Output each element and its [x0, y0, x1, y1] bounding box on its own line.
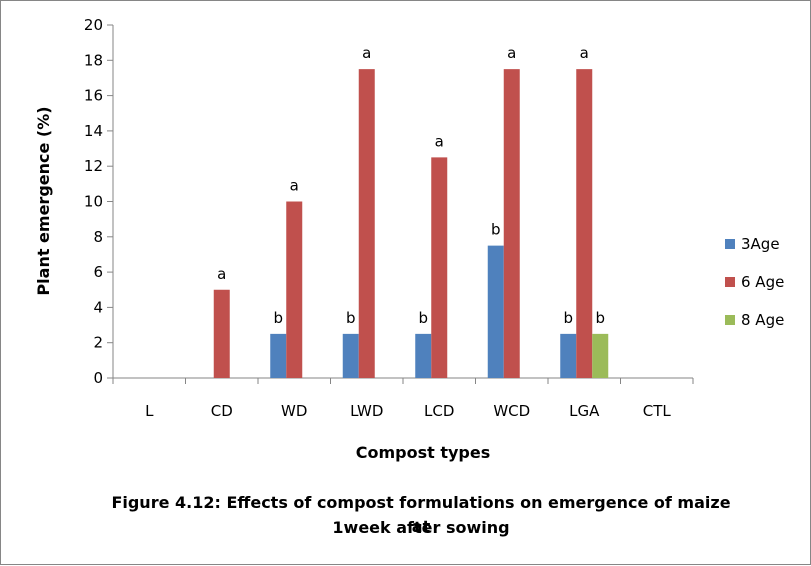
- y-tick-label: 4: [93, 298, 103, 316]
- figure-caption-line-2: 1week after sowing: [332, 518, 510, 537]
- y-tick-label: 10: [84, 193, 103, 211]
- data-label: a: [290, 177, 299, 195]
- bar: [270, 333, 287, 378]
- bar: [487, 245, 504, 378]
- y-tick-label: 20: [84, 16, 103, 34]
- legend-swatch: [725, 277, 735, 287]
- figure-caption-line-1: Figure 4.12: Effects of compost formulat…: [111, 493, 731, 536]
- bar: [358, 69, 375, 378]
- data-label: a: [362, 44, 371, 62]
- y-tick-label: 6: [93, 263, 103, 281]
- y-tick-label: 0: [93, 369, 103, 387]
- data-label: b: [418, 309, 428, 327]
- y-tick-label: 2: [93, 334, 103, 352]
- data-label: a: [435, 132, 444, 150]
- data-label: a: [580, 44, 589, 62]
- y-tick-label: 12: [84, 157, 103, 175]
- legend-label: 3Age: [741, 235, 780, 253]
- legend-label: 6 Age: [741, 273, 784, 291]
- x-tick-label: LCD: [424, 402, 454, 420]
- x-axis: L CD WD LWD LCD WCD LGA CTL: [112, 377, 694, 420]
- bar: [503, 69, 520, 378]
- y-tick-label: 14: [84, 122, 103, 140]
- data-label: b: [491, 221, 501, 239]
- y-axis: 0 2 4 6 8 10 12 14 16 18 20: [84, 16, 114, 387]
- y-axis-title: Plant emergence (%): [34, 106, 53, 295]
- bar: [576, 69, 593, 378]
- legend: 3Age 6 Age 8 Age: [725, 235, 784, 329]
- x-tick-label: CTL: [643, 402, 672, 420]
- data-label: b: [595, 309, 605, 327]
- x-tick-label: LGA: [569, 402, 600, 420]
- y-tick-label: 16: [84, 87, 103, 105]
- data-label: b: [563, 309, 573, 327]
- x-axis-title: Compost types: [356, 443, 491, 462]
- x-tick-label: LWD: [350, 402, 383, 420]
- y-tick-label: 8: [93, 228, 103, 246]
- legend-label: 8 Age: [741, 311, 784, 329]
- bar: [342, 333, 359, 378]
- data-label: a: [507, 44, 516, 62]
- y-tick-label: 18: [84, 51, 103, 69]
- bar: [431, 157, 448, 378]
- x-tick-label: WCD: [493, 402, 530, 420]
- data-label: b: [346, 309, 356, 327]
- data-label: b: [273, 309, 283, 327]
- bar: [213, 289, 230, 378]
- legend-swatch: [725, 315, 735, 325]
- bar: [286, 201, 303, 378]
- bars: b b b b b a a a a a a b: [213, 44, 609, 378]
- legend-swatch: [725, 239, 735, 249]
- bar: [560, 333, 577, 378]
- bar: [592, 333, 609, 378]
- x-tick-label: L: [145, 402, 154, 420]
- bar: [415, 333, 432, 378]
- x-tick-label: CD: [211, 402, 233, 420]
- x-tick-label: WD: [281, 402, 307, 420]
- data-label: a: [217, 265, 226, 283]
